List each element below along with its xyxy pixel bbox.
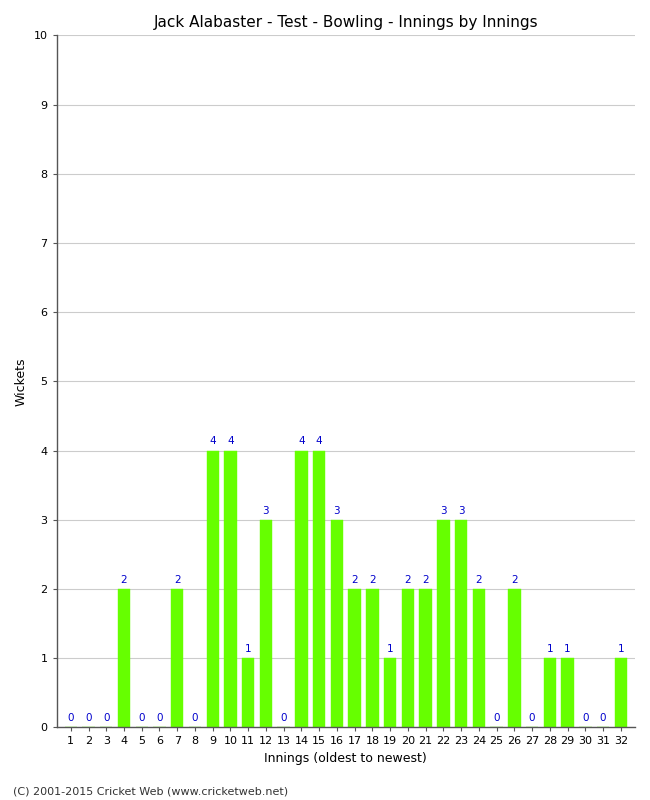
Text: 3: 3 (333, 506, 340, 516)
Text: 0: 0 (68, 714, 74, 723)
Text: 2: 2 (352, 575, 358, 585)
Bar (562, 658, 574, 727)
Text: 0: 0 (156, 714, 162, 723)
Text: 2: 2 (511, 575, 517, 585)
Bar (348, 589, 361, 727)
Bar (473, 589, 485, 727)
Bar (118, 589, 130, 727)
Text: 1: 1 (245, 644, 252, 654)
Bar (331, 520, 343, 727)
Bar (224, 450, 237, 727)
Text: 3: 3 (263, 506, 269, 516)
Bar (207, 450, 219, 727)
Bar (508, 589, 521, 727)
Bar (455, 520, 467, 727)
Text: 2: 2 (369, 575, 376, 585)
Text: 1: 1 (618, 644, 624, 654)
Text: 2: 2 (121, 575, 127, 585)
Text: 4: 4 (316, 437, 322, 446)
Text: (C) 2001-2015 Cricket Web (www.cricketweb.net): (C) 2001-2015 Cricket Web (www.cricketwe… (13, 786, 288, 796)
Text: 2: 2 (404, 575, 411, 585)
Text: 0: 0 (85, 714, 92, 723)
Title: Jack Alabaster - Test - Bowling - Innings by Innings: Jack Alabaster - Test - Bowling - Inning… (153, 15, 538, 30)
Bar (402, 589, 414, 727)
Bar (295, 450, 307, 727)
Text: 4: 4 (298, 437, 305, 446)
Text: 0: 0 (493, 714, 500, 723)
Bar (419, 589, 432, 727)
Bar (543, 658, 556, 727)
Bar (242, 658, 254, 727)
Bar (437, 520, 450, 727)
Bar (615, 658, 627, 727)
Text: 1: 1 (387, 644, 393, 654)
Text: 0: 0 (529, 714, 536, 723)
X-axis label: Innings (oldest to newest): Innings (oldest to newest) (265, 752, 427, 765)
Text: 1: 1 (547, 644, 553, 654)
Text: 3: 3 (440, 506, 447, 516)
Text: 4: 4 (227, 437, 234, 446)
Bar (313, 450, 326, 727)
Bar (366, 589, 378, 727)
Text: 2: 2 (476, 575, 482, 585)
Text: 3: 3 (458, 506, 465, 516)
Bar (384, 658, 396, 727)
Text: 0: 0 (600, 714, 606, 723)
Text: 0: 0 (280, 714, 287, 723)
Text: 1: 1 (564, 644, 571, 654)
Text: 0: 0 (192, 714, 198, 723)
Y-axis label: Wickets: Wickets (15, 357, 28, 406)
Text: 2: 2 (174, 575, 181, 585)
Bar (260, 520, 272, 727)
Text: 0: 0 (103, 714, 109, 723)
Text: 2: 2 (422, 575, 429, 585)
Text: 4: 4 (209, 437, 216, 446)
Text: 0: 0 (138, 714, 145, 723)
Text: 0: 0 (582, 714, 588, 723)
Bar (171, 589, 183, 727)
